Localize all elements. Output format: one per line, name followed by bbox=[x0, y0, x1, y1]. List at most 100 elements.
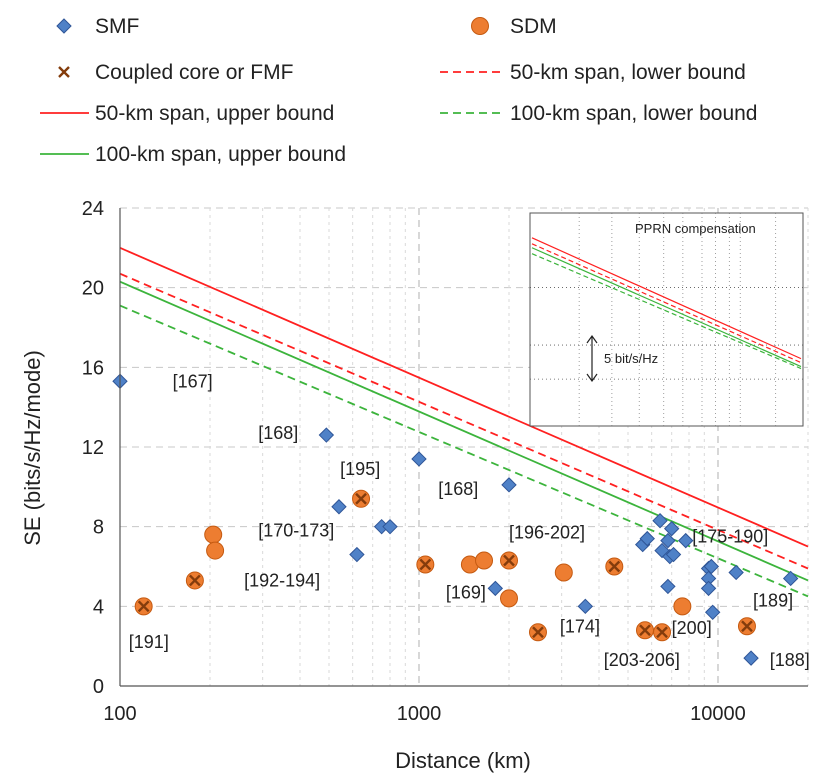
legend-item-red_upper: 50-km span, upper bound bbox=[40, 102, 334, 125]
legend-item-green_lower: 100-km span, lower bound bbox=[440, 102, 757, 125]
legend-item-red_lower: 50-km span, lower bound bbox=[440, 61, 746, 84]
smf-point bbox=[331, 499, 347, 515]
smf-point bbox=[660, 532, 676, 549]
coupled-mark bbox=[639, 624, 651, 637]
legend-label: 100-km span, lower bound bbox=[510, 102, 757, 125]
inset-line bbox=[531, 247, 802, 368]
legend-label: 50-km span, upper bound bbox=[95, 102, 334, 125]
legend-label: SDM bbox=[510, 15, 557, 38]
smf-point bbox=[652, 512, 668, 529]
x-tick-label: 1000 bbox=[397, 703, 442, 725]
y-tick-label: 20 bbox=[82, 278, 104, 300]
axes: 0 4 8 12 16 20 24 100 1000 10000 bbox=[82, 198, 808, 725]
annotation-label: [168] bbox=[438, 479, 478, 499]
annotation-label: [170-173] bbox=[258, 521, 334, 541]
inset-title: PPRN compensation bbox=[635, 221, 756, 236]
y-tick-label: 12 bbox=[82, 437, 104, 459]
smf-point bbox=[318, 427, 335, 443]
coupled-mark bbox=[419, 558, 432, 571]
annotation-label: [195] bbox=[340, 459, 380, 479]
smf-point bbox=[700, 580, 717, 597]
legend-label: Coupled core or FMF bbox=[95, 61, 293, 84]
smf-point bbox=[782, 570, 799, 587]
smf-point bbox=[349, 546, 365, 563]
y-tick-label: 0 bbox=[93, 676, 104, 698]
smf-point bbox=[665, 546, 682, 563]
inset-line bbox=[531, 253, 802, 370]
annotation-label: [188] bbox=[770, 650, 810, 670]
coupled-mark bbox=[355, 492, 367, 505]
annotation-label: [169] bbox=[446, 582, 486, 602]
y-tick-label: 24 bbox=[82, 198, 104, 220]
y-tick-label: 8 bbox=[93, 517, 104, 539]
smf-point bbox=[728, 564, 744, 581]
legend-label: SMF bbox=[95, 15, 139, 38]
coupled-mark bbox=[137, 600, 150, 613]
legend: SMF SDM Coupled core or FMF 50-km span, low… bbox=[40, 15, 757, 166]
legend-label: 50-km span, lower bound bbox=[510, 61, 746, 84]
sdm-point bbox=[500, 589, 519, 608]
coupled-x-icon bbox=[58, 66, 70, 78]
coupled-mark bbox=[741, 620, 753, 633]
sdm-point bbox=[204, 525, 223, 544]
legend-item-smf: SMF bbox=[56, 15, 139, 38]
bound-lines bbox=[119, 247, 809, 598]
scale-arrow-icon bbox=[586, 334, 598, 383]
coupled-mark bbox=[532, 626, 544, 639]
data-points bbox=[112, 373, 799, 666]
inset-scale-label: 5 bit/s/Hz bbox=[604, 351, 658, 366]
smf-point bbox=[577, 598, 594, 615]
annotation-label: [196-202] bbox=[509, 523, 585, 543]
y-tick-label: 4 bbox=[93, 596, 104, 618]
smf-point bbox=[487, 580, 504, 597]
annotation-label: [200] bbox=[672, 618, 712, 638]
smf-point bbox=[704, 604, 721, 621]
smf-point bbox=[678, 532, 694, 549]
smf-point bbox=[660, 578, 676, 595]
smf-point bbox=[382, 518, 398, 535]
sdm-point bbox=[554, 563, 573, 582]
annotation-label: [189] bbox=[753, 590, 793, 610]
annotation-label: [175-190] bbox=[692, 527, 768, 547]
coupled-mark bbox=[503, 554, 515, 567]
smf-point bbox=[743, 650, 759, 666]
x-tick-label: 10000 bbox=[690, 703, 746, 725]
annotations: [167] [168] [195] [168] [170-173] [196-202] [1… bbox=[129, 371, 810, 670]
legend-item-green_upper: 100-km span, upper bound bbox=[40, 143, 346, 166]
smf-point bbox=[411, 451, 427, 467]
x-tick-label: 100 bbox=[103, 703, 136, 725]
inset-frame bbox=[529, 212, 804, 427]
coupled-mark bbox=[189, 574, 201, 587]
legend-item-sdm: SDM bbox=[471, 15, 557, 38]
inset-plot: PPRN compensation 5 bit/s/Hz bbox=[529, 212, 804, 427]
sdm-point bbox=[475, 551, 494, 570]
annotation-label: [168] bbox=[258, 423, 298, 443]
sdm-point bbox=[206, 541, 225, 560]
bound-line bbox=[119, 247, 809, 548]
sdm-circle-icon bbox=[471, 17, 489, 35]
y-tick-label: 16 bbox=[82, 357, 104, 379]
smf-point bbox=[663, 520, 680, 537]
bound-line bbox=[119, 304, 809, 598]
smf-point bbox=[639, 530, 655, 547]
smf-diamond-icon bbox=[56, 18, 72, 34]
legend-label: 100-km span, upper bound bbox=[95, 143, 346, 166]
annotation-label: [203-206] bbox=[604, 650, 680, 670]
bound-line bbox=[119, 272, 809, 570]
sdm-point bbox=[673, 597, 692, 616]
annotation-label: [167] bbox=[173, 371, 213, 391]
inset-line bbox=[531, 237, 802, 360]
legend-item-coupled: Coupled core or FMF bbox=[58, 61, 293, 84]
inset-line bbox=[531, 243, 802, 364]
smf-point bbox=[501, 477, 517, 493]
coupled-mark bbox=[608, 560, 621, 573]
y-axis-title: SE (bits/s/Hz/mode) bbox=[20, 350, 45, 546]
annotation-label: [191] bbox=[129, 632, 169, 652]
x-axis-title: Distance (km) bbox=[395, 748, 531, 773]
annotation-label: [192-194] bbox=[244, 570, 320, 590]
smf-point bbox=[703, 558, 720, 575]
bound-line bbox=[119, 280, 809, 582]
annotation-label: [174] bbox=[560, 616, 600, 636]
coupled-mark bbox=[656, 626, 668, 639]
